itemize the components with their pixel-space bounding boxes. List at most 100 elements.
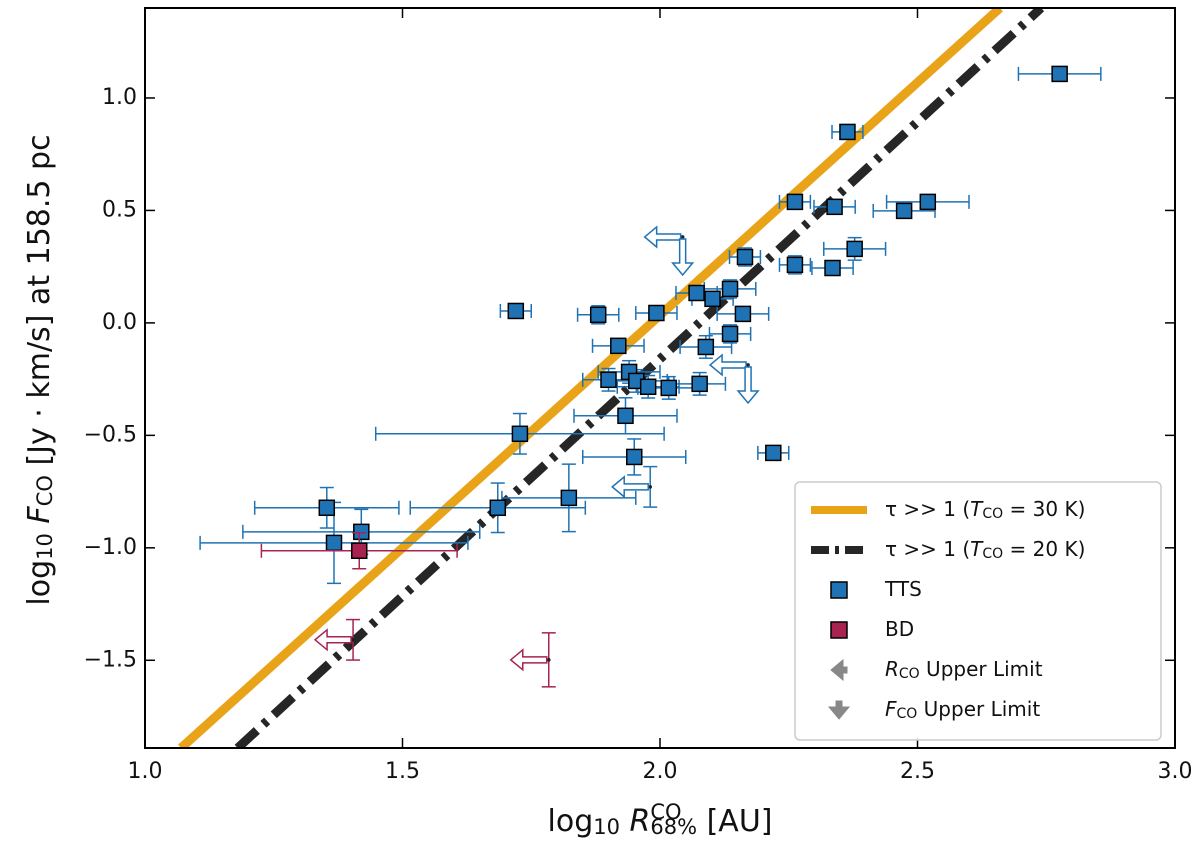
- point: [895, 202, 913, 220]
- y-tick-label: 0.5: [102, 197, 137, 222]
- text-segment: CO: [982, 506, 1003, 522]
- legend-arrow: [827, 700, 851, 720]
- legend: τ >> 1 (TCO = 30 K)τ >> 1 (TCO = 20 K)TT…: [794, 481, 1162, 741]
- legend-label: τ >> 1 (TCO = 30 K): [885, 497, 1085, 523]
- text-segment: CO: [650, 800, 681, 824]
- flux-limit-arrow: [736, 366, 760, 405]
- text-segment: T: [970, 497, 984, 521]
- limit-point: [746, 363, 750, 367]
- legend-label: RCO Upper Limit: [885, 657, 1043, 683]
- limit-point: [680, 235, 685, 239]
- limit-point: [546, 658, 551, 662]
- x-tick-label: 3.0: [1158, 759, 1193, 784]
- legend-box: [794, 481, 1162, 741]
- point: [786, 256, 804, 274]
- radius-limit-arrow: [509, 648, 548, 672]
- point: [839, 123, 856, 141]
- legend-label: TTS: [884, 577, 922, 601]
- y-tick-label: −1.5: [84, 647, 137, 672]
- text-segment: [22, 524, 57, 534]
- text-segment: R: [885, 657, 899, 681]
- radius-limit-arrow: [708, 353, 747, 377]
- point: [919, 193, 937, 211]
- point: [704, 290, 721, 308]
- point: [507, 302, 525, 320]
- point: [660, 379, 678, 397]
- text-segment: log: [548, 804, 594, 839]
- plot-frame: [144, 7, 1176, 749]
- text-segment: = 20 K): [1003, 537, 1085, 561]
- x-tick-label: 2.5: [900, 759, 935, 784]
- point: [765, 444, 782, 462]
- text-segment: log: [22, 560, 57, 606]
- axes: 1.0 1.5 2.0 2.5 3.0−1.5−1.0−0.50.00.51.0log1…: [22, 8, 1193, 839]
- text-segment: Upper Limit: [917, 697, 1040, 721]
- radius-limit-arrow: [313, 628, 352, 652]
- text-segment: F: [22, 506, 57, 524]
- radius-limit-arrow: [611, 475, 649, 499]
- text-segment: CO: [982, 546, 1003, 562]
- radius-limit-arrow: [643, 225, 682, 249]
- point: [560, 489, 578, 507]
- point: [617, 407, 634, 425]
- text-segment: [AU]: [697, 804, 772, 839]
- x-axis-label: log10 RCO 68% [AU]: [548, 800, 773, 840]
- point: [697, 338, 715, 356]
- legend-label: FCO Upper Limit: [885, 697, 1040, 723]
- text-segment: = 30 K): [1003, 497, 1085, 521]
- legend-label: τ >> 1 (TCO = 20 K): [885, 537, 1085, 563]
- point: [826, 198, 843, 216]
- y-tick-label: −1.0: [84, 535, 137, 560]
- text-segment: 68%: [650, 815, 697, 839]
- point: [318, 499, 336, 517]
- y-tick-label: 1.0: [102, 85, 137, 110]
- point: [626, 448, 643, 466]
- text-segment: TTS: [884, 577, 922, 601]
- point: [721, 325, 739, 343]
- point: [721, 280, 739, 298]
- point: [824, 259, 841, 277]
- point: [786, 193, 804, 211]
- point: [639, 378, 657, 396]
- point: [489, 499, 507, 517]
- text-segment: τ >> 1 (: [885, 537, 970, 561]
- point: [648, 304, 665, 322]
- legend-label: BD: [885, 617, 914, 641]
- text-segment: BD: [885, 617, 914, 641]
- limit-point: [648, 485, 653, 489]
- point: [688, 284, 705, 302]
- y-tick-label: −0.5: [84, 422, 137, 447]
- y-axis-label: log10 FCO [Jy · km/s] at 158.5 pc: [22, 134, 58, 605]
- text-segment: τ >> 1 (: [885, 497, 970, 521]
- text-segment: CO: [897, 706, 918, 722]
- text-segment: F: [885, 697, 897, 721]
- text-segment: Upper Limit: [920, 657, 1043, 681]
- text-segment: [Jy · km/s] at 158.5 pc: [22, 134, 57, 475]
- point: [353, 523, 370, 541]
- legend-marker: [830, 581, 848, 599]
- text-segment: [620, 804, 630, 839]
- text-segment: T: [970, 537, 984, 561]
- legend-marker: [830, 621, 848, 639]
- flux-limit-arrow: [671, 238, 695, 277]
- text-segment: R: [630, 804, 651, 839]
- legend-arrow: [830, 658, 848, 682]
- text-segment: CO: [33, 475, 57, 506]
- point: [846, 240, 863, 258]
- x-tick-label: 2.0: [643, 759, 678, 784]
- point: [1051, 65, 1068, 83]
- plot: [178, 8, 1102, 748]
- point: [610, 337, 627, 355]
- point: [589, 306, 607, 324]
- point: [600, 371, 617, 389]
- text-segment: CO: [899, 666, 920, 682]
- point: [350, 542, 368, 559]
- point: [325, 534, 343, 552]
- point: [691, 375, 708, 393]
- point: [734, 305, 752, 323]
- point: [511, 425, 529, 443]
- text-segment: 10: [593, 815, 620, 839]
- point: [736, 248, 754, 266]
- text-segment: 10: [33, 533, 57, 560]
